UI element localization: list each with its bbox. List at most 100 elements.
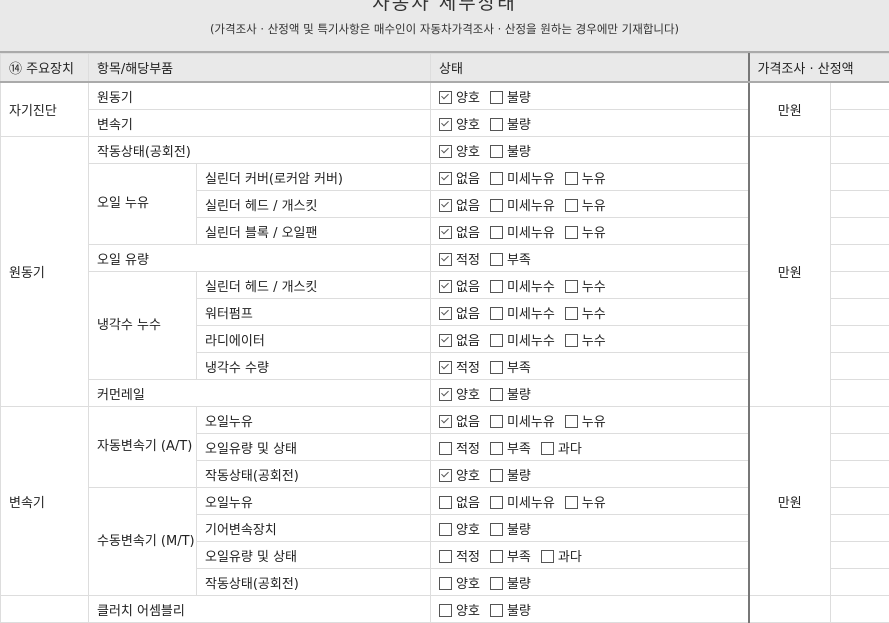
checked-checkbox-icon[interactable] [439, 280, 452, 293]
checkbox-icon[interactable] [490, 280, 503, 293]
status-option[interactable]: 미세누유 [490, 172, 555, 187]
status-option[interactable]: 없음 [439, 280, 480, 295]
note-cell[interactable] [831, 191, 889, 218]
checkbox-icon[interactable] [490, 253, 503, 266]
note-cell[interactable] [831, 218, 889, 245]
checkbox-icon[interactable] [490, 145, 503, 158]
status-option[interactable]: 불량 [490, 91, 531, 106]
checkbox-icon[interactable] [490, 199, 503, 212]
note-cell[interactable] [831, 137, 889, 164]
status-option[interactable]: 누유 [565, 496, 606, 511]
status-option[interactable]: 불량 [490, 118, 531, 133]
checkbox-icon[interactable] [490, 604, 503, 617]
price-cell[interactable]: 만원 [749, 407, 831, 596]
price-cell[interactable]: 만원 [749, 82, 831, 137]
status-option[interactable]: 불량 [490, 145, 531, 160]
status-option[interactable]: 누수 [565, 307, 606, 322]
checkbox-icon[interactable] [490, 334, 503, 347]
price-cell[interactable] [749, 596, 831, 623]
status-option[interactable]: 없음 [439, 496, 480, 511]
checkbox-icon[interactable] [490, 469, 503, 482]
note-cell[interactable] [831, 434, 889, 461]
note-cell[interactable] [831, 245, 889, 272]
status-option[interactable]: 양호 [439, 145, 480, 160]
checkbox-icon[interactable] [541, 442, 554, 455]
checkbox-icon[interactable] [439, 496, 452, 509]
status-option[interactable]: 없음 [439, 334, 480, 349]
status-option[interactable]: 미세누수 [490, 334, 555, 349]
status-option[interactable]: 양호 [439, 523, 480, 538]
checkbox-icon[interactable] [565, 415, 578, 428]
checkbox-icon[interactable] [490, 226, 503, 239]
checked-checkbox-icon[interactable] [439, 253, 452, 266]
checked-checkbox-icon[interactable] [439, 307, 452, 320]
checkbox-icon[interactable] [490, 415, 503, 428]
status-option[interactable]: 없음 [439, 307, 480, 322]
status-option[interactable]: 양호 [439, 469, 480, 484]
status-option[interactable]: 과다 [541, 442, 582, 457]
checkbox-icon[interactable] [541, 550, 554, 563]
status-option[interactable]: 누수 [565, 334, 606, 349]
note-cell[interactable] [831, 110, 889, 137]
checked-checkbox-icon[interactable] [439, 415, 452, 428]
note-cell[interactable] [831, 461, 889, 488]
note-cell[interactable] [831, 299, 889, 326]
checkbox-icon[interactable] [490, 172, 503, 185]
note-cell[interactable] [831, 272, 889, 299]
status-option[interactable]: 양호 [439, 118, 480, 133]
status-option[interactable]: 미세누유 [490, 226, 555, 241]
status-option[interactable]: 적정 [439, 253, 480, 268]
status-option[interactable]: 없음 [439, 226, 480, 241]
checkbox-icon[interactable] [439, 550, 452, 563]
checked-checkbox-icon[interactable] [439, 469, 452, 482]
status-option[interactable]: 양호 [439, 91, 480, 106]
note-cell[interactable] [831, 569, 889, 596]
note-cell[interactable] [831, 596, 889, 623]
status-option[interactable]: 부족 [490, 442, 531, 457]
checkbox-icon[interactable] [439, 577, 452, 590]
status-option[interactable]: 과다 [541, 550, 582, 565]
checkbox-icon[interactable] [439, 442, 452, 455]
note-cell[interactable] [831, 353, 889, 380]
checkbox-icon[interactable] [439, 523, 452, 536]
status-option[interactable]: 미세누유 [490, 199, 555, 214]
status-option[interactable]: 누유 [565, 226, 606, 241]
note-cell[interactable] [831, 407, 889, 434]
checkbox-icon[interactable] [565, 280, 578, 293]
checked-checkbox-icon[interactable] [439, 226, 452, 239]
price-cell[interactable]: 만원 [749, 137, 831, 407]
checkbox-icon[interactable] [565, 307, 578, 320]
checkbox-icon[interactable] [490, 577, 503, 590]
checkbox-icon[interactable] [490, 496, 503, 509]
checkbox-icon[interactable] [490, 523, 503, 536]
checked-checkbox-icon[interactable] [439, 145, 452, 158]
status-option[interactable]: 부족 [490, 550, 531, 565]
status-option[interactable]: 미세누수 [490, 307, 555, 322]
status-option[interactable]: 불량 [490, 388, 531, 403]
status-option[interactable]: 적정 [439, 550, 480, 565]
checkbox-icon[interactable] [490, 361, 503, 374]
checkbox-icon[interactable] [565, 496, 578, 509]
checkbox-icon[interactable] [565, 334, 578, 347]
note-cell[interactable] [831, 542, 889, 569]
checkbox-icon[interactable] [565, 199, 578, 212]
status-option[interactable]: 적정 [439, 361, 480, 376]
status-option[interactable]: 누유 [565, 415, 606, 430]
status-option[interactable]: 적정 [439, 442, 480, 457]
checkbox-icon[interactable] [490, 550, 503, 563]
status-option[interactable]: 없음 [439, 415, 480, 430]
checkbox-icon[interactable] [439, 604, 452, 617]
checked-checkbox-icon[interactable] [439, 118, 452, 131]
status-option[interactable]: 불량 [490, 523, 531, 538]
status-option[interactable]: 부족 [490, 253, 531, 268]
note-cell[interactable] [831, 164, 889, 191]
checkbox-icon[interactable] [490, 118, 503, 131]
note-cell[interactable] [831, 515, 889, 542]
note-cell[interactable] [831, 380, 889, 407]
status-option[interactable]: 양호 [439, 604, 480, 619]
checkbox-icon[interactable] [565, 172, 578, 185]
status-option[interactable]: 불량 [490, 469, 531, 484]
status-option[interactable]: 없음 [439, 172, 480, 187]
status-option[interactable]: 부족 [490, 361, 531, 376]
checked-checkbox-icon[interactable] [439, 91, 452, 104]
